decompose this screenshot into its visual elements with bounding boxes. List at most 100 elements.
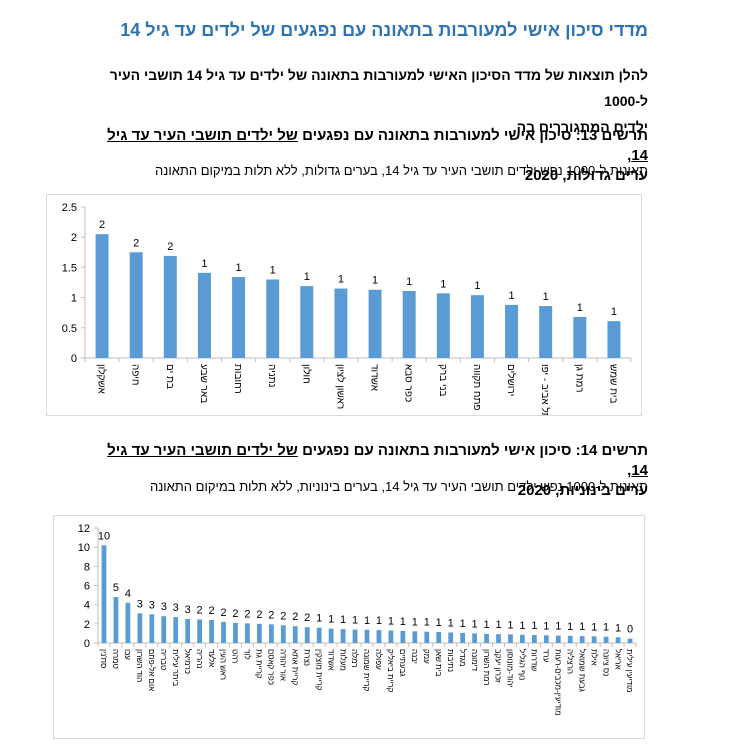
- chart14-data-label: 1: [412, 616, 418, 628]
- chart13-svg: 0 0.5 1 1.5 2 2.5 2 אשקלון 2 חיפה 2 בת ים 1 באר שבע 1 ר…: [62, 202, 632, 419]
- chart14-bar: [352, 629, 358, 643]
- chart14-bar: [101, 545, 107, 643]
- chart14-bar: [603, 636, 609, 643]
- chart14-bar: [221, 621, 226, 643]
- chart14-category-label: סח'נין: [99, 649, 108, 668]
- chart13-data-label: 1: [509, 290, 515, 302]
- chart14-category-label: קריית גת: [255, 649, 264, 679]
- chart14-category-label: גבעתיים: [398, 649, 407, 677]
- chart14-y-tick-label: 6: [84, 581, 90, 593]
- chart14-category-label: הוד השרון: [135, 649, 144, 682]
- chart14-category-label: רהט: [231, 649, 240, 663]
- chart14-bar: [173, 617, 179, 643]
- chart14-category-label: עמק: [422, 649, 431, 664]
- chart14-bar: [555, 635, 561, 643]
- chart14-category-label: רמלה: [350, 649, 359, 668]
- chart14-category-label: מעלות: [338, 649, 347, 671]
- chart13-bar: [334, 288, 348, 358]
- chart14-bar: [268, 624, 274, 643]
- chart13-bar: [402, 290, 416, 358]
- chart13-bar: [232, 277, 246, 358]
- chart13-category-label: חולון: [300, 364, 312, 384]
- chart14-category-label: דימונה: [470, 649, 479, 672]
- chart13-data-label: 1: [543, 291, 549, 303]
- chart13-category-label: בית שמש: [607, 364, 618, 403]
- chart14-bar: [197, 619, 203, 643]
- chart14-bar: [412, 631, 418, 643]
- chart14-category-label: אשדוד: [326, 649, 335, 671]
- chart14-data-label: 1: [603, 622, 609, 634]
- chart14-category-label: יהוד-מונוסון: [506, 649, 515, 687]
- chart13-bar: [266, 279, 280, 358]
- chart13-category-label: רחובות: [232, 364, 243, 394]
- chart14-data-label: 3: [173, 602, 179, 614]
- chart13-bar: [163, 255, 177, 358]
- chart14-y-tick-label: 8: [84, 561, 90, 573]
- chart14-data-label: 2: [256, 609, 262, 621]
- chart13-bar: [573, 316, 587, 358]
- chart14-category-label: מודיעין עילית: [625, 649, 634, 693]
- chart13-bar: [607, 321, 621, 358]
- chart14-data-label: 1: [495, 619, 501, 631]
- chart14-y-tick-label: 10: [78, 542, 90, 554]
- figure13-title: תרשים 13: סיכון אישי למעורבות בתאונה עם …: [88, 126, 648, 186]
- chart13-category-label: תל אביב - יפו: [539, 364, 551, 415]
- figure13-title-line2: ערים גדולות, 2020: [524, 167, 648, 184]
- chart14-category-label: בית שאן: [434, 649, 443, 677]
- chart14-data-label: 1: [448, 617, 454, 629]
- chart14-bar: [328, 628, 334, 643]
- chart14-bar: [257, 623, 262, 643]
- chart14-data-label: 2: [244, 608, 250, 620]
- chart14-data-label: 1: [567, 621, 573, 633]
- chart14-data-label: 1: [591, 621, 597, 633]
- chart13-bar: [197, 272, 211, 358]
- chart13-data-label: 1: [611, 306, 617, 318]
- chart14-category-label: אור יהודה: [279, 649, 288, 681]
- chart13-y-tick-label: 1: [71, 293, 77, 305]
- chart13-data-label: 1: [201, 258, 207, 270]
- chart14-data-label: 1: [388, 616, 394, 628]
- chart14-bar: [245, 623, 250, 643]
- chart14-bar: [579, 636, 585, 643]
- chart14-bar: [209, 620, 214, 643]
- chart14-category-label: נתיבות: [446, 649, 455, 672]
- chart14-category-label: אום אל-פחם: [147, 649, 156, 691]
- chart14-category-label: קריית ביאליק: [386, 649, 395, 693]
- chart14-data-label: 1: [400, 616, 406, 628]
- chart14-category-label: אלעד: [207, 649, 216, 667]
- chart13-category-label: אשקלון: [96, 364, 108, 394]
- chart14-bar: [496, 634, 501, 643]
- chart14-data-label: 2: [209, 605, 215, 617]
- chart14-category-label: לוד: [243, 649, 252, 660]
- chart14-bar: [388, 630, 394, 643]
- chart14-category-label: מודיעין-מכבים-רעות: [553, 649, 562, 716]
- chart14-data-label: 3: [161, 601, 167, 613]
- chart13-bar: [470, 295, 484, 358]
- chart14-bar: [113, 597, 119, 643]
- chart14-data-label: 1: [436, 617, 442, 629]
- chart14-y-tick-label: 12: [78, 523, 90, 535]
- chart13-bar: [300, 286, 314, 358]
- chart14-data-label: 2: [304, 612, 310, 624]
- chart14-category-label: ראש העין: [219, 649, 228, 680]
- chart13-container: 0 0.5 1 1.5 2 2.5 2 אשקלון 2 חיפה 2 בת ים 1 באר שבע 1 ר…: [46, 194, 642, 419]
- chart13-data-label: 2: [133, 237, 139, 249]
- chart13-bar: [539, 306, 553, 358]
- chart14-category-label: הרצליה: [565, 649, 574, 674]
- chart14-data-label: 1: [424, 617, 430, 629]
- chart14-data-label: 1: [483, 619, 489, 631]
- chart13-bar: [129, 252, 143, 358]
- chart14-bar: [520, 634, 525, 643]
- figure14-title-prefix: תרשים 14: סיכון אישי למעורבות בתאונה עם …: [302, 442, 648, 459]
- intro-line-1: להלן תוצאות של מדד הסיכון האישי למעורבות…: [109, 67, 648, 109]
- chart14-category-label: אילת: [589, 649, 598, 666]
- chart14-category-label: כפר קאסם: [267, 649, 276, 685]
- chart14-data-label: 1: [352, 615, 358, 627]
- chart14-bar: [292, 626, 298, 643]
- chart14-bar: [436, 631, 442, 643]
- chart13-category-label: רמת גן: [573, 364, 584, 392]
- chart13-category-label: בני ברק: [437, 364, 448, 396]
- intro-paragraph: להלן תוצאות של מדד הסיכון האישי למעורבות…: [88, 62, 648, 140]
- chart14-bar: [376, 630, 382, 643]
- chart14-bar: [472, 633, 477, 643]
